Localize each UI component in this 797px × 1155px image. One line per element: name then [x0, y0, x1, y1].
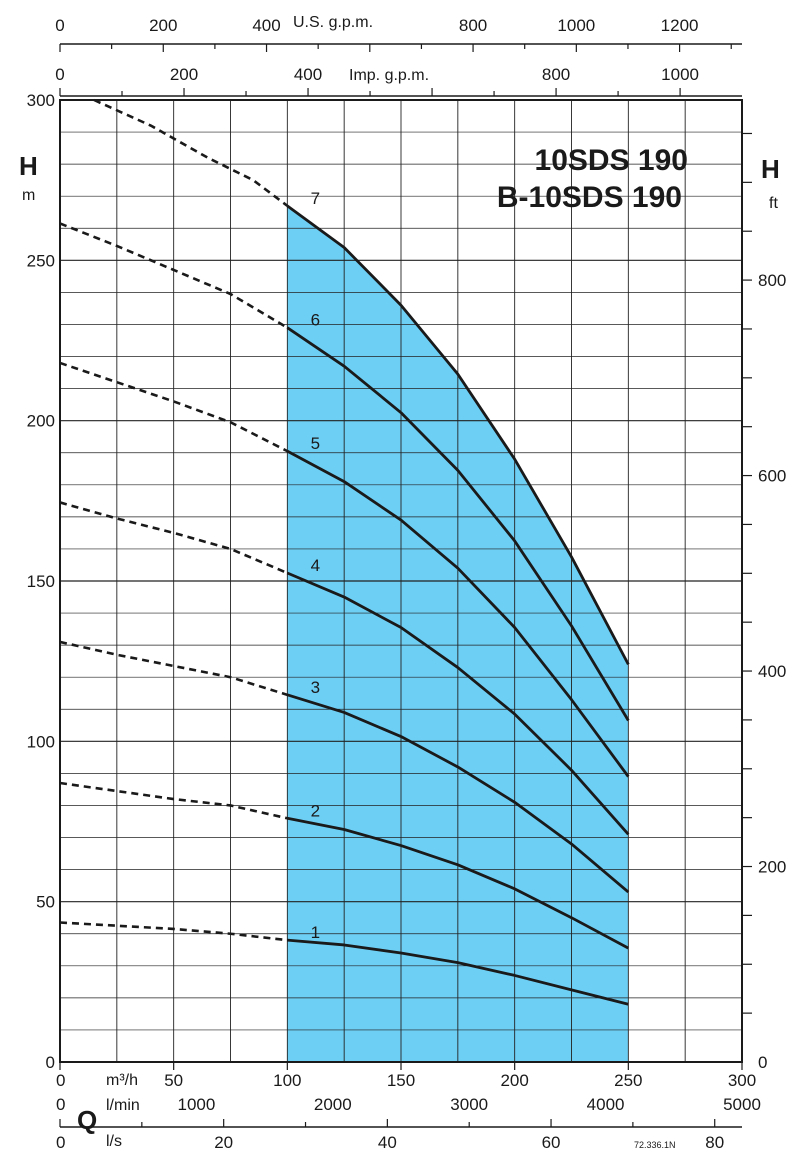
- x-tick-label-lmin: 1000: [177, 1095, 215, 1114]
- y2-tick-label: 600: [758, 467, 786, 486]
- x-tick-label-usgpm: 1000: [557, 16, 595, 35]
- y-tick-label: 100: [27, 732, 55, 751]
- curve-2-label: 2: [311, 801, 320, 820]
- curve-6: [286, 326, 630, 722]
- y-tick-label: 250: [27, 251, 55, 270]
- reference-code: 72.336.1N: [634, 1140, 676, 1150]
- y2-axis-label: H: [761, 154, 780, 184]
- x-tick-label-ls: 20: [214, 1133, 233, 1152]
- y-tick-label: 300: [27, 91, 55, 110]
- x-tick-label-lmin: 0: [56, 1095, 65, 1114]
- curve-3: [286, 693, 630, 894]
- y-tick-label: 200: [27, 412, 55, 431]
- x-tick-label-impgpm: 200: [170, 65, 198, 84]
- y2-axis-unit: ft: [769, 195, 778, 212]
- curve-4: [286, 571, 630, 836]
- x-axis-unit-ls: l/s: [106, 1133, 122, 1150]
- x-tick-label-lmin: 3000: [450, 1095, 488, 1114]
- x-tick-label-m3h: 50: [164, 1071, 183, 1090]
- curve-6-label: 6: [311, 311, 320, 330]
- x-tick-label-lmin: 2000: [314, 1095, 352, 1114]
- curve-2-extrapolated: [59, 781, 288, 820]
- x-tick-label-ls: 0: [56, 1133, 65, 1152]
- top-axis-unit-impgpm: Imp. g.p.m.: [349, 67, 429, 84]
- curve-5: [286, 449, 630, 778]
- x-axis-unit-lmin: l/min: [106, 1097, 140, 1114]
- y-axis-label: H: [19, 151, 38, 181]
- curve-7-extrapolated: [93, 98, 289, 207]
- x-tick-label-usgpm: 0: [55, 16, 64, 35]
- x-tick-label-m3h: 200: [500, 1071, 528, 1090]
- x-tick-label-ls: 80: [705, 1133, 724, 1152]
- x-tick-label-usgpm: 200: [149, 16, 177, 35]
- y2-tick-label: 400: [758, 662, 786, 681]
- grid-lines: [60, 100, 742, 1062]
- x-tick-label-ls: 60: [542, 1133, 561, 1152]
- y2-tick-label: 800: [758, 271, 786, 290]
- curve-5-label: 5: [311, 434, 320, 453]
- curve-3-extrapolated: [59, 640, 288, 697]
- curve-7-label: 7: [311, 189, 320, 208]
- curve-1: [287, 938, 629, 1006]
- x-tick-label-m3h: 100: [273, 1071, 301, 1090]
- x-tick-label-usgpm: 800: [459, 16, 487, 35]
- x-tick-label-ls: 40: [378, 1133, 397, 1152]
- x-axis-unit-m3h: m³/h: [106, 1072, 138, 1089]
- curve-4-label: 4: [311, 556, 320, 575]
- x-tick-label-m3h: 0: [56, 1071, 65, 1090]
- y2-tick-label: 200: [758, 858, 786, 877]
- curve-1-extrapolated: [59, 921, 288, 942]
- curve-7: [286, 204, 630, 666]
- y-axis-unit: m: [22, 187, 35, 204]
- curve-layer: 1 2 3 4 5 6 7: [59, 98, 630, 1006]
- x-axis-label: Q: [77, 1105, 97, 1135]
- x-tick-label-lmin: 4000: [587, 1095, 625, 1114]
- chart-subtitle: B-10SDS 190: [497, 181, 682, 214]
- x-tick-label-m3h: 250: [614, 1071, 642, 1090]
- curve-5-extrapolated: [59, 361, 288, 453]
- x-tick-label-impgpm: 1000: [661, 65, 699, 84]
- x-tick-label-m3h: 150: [387, 1071, 415, 1090]
- y2-tick-label: 0: [758, 1053, 767, 1072]
- y-tick-label: 50: [36, 893, 55, 912]
- x-tick-label-impgpm: 0: [55, 65, 64, 84]
- y-tick-label: 0: [46, 1053, 55, 1072]
- curve-2: [287, 816, 629, 950]
- x-tick-label-usgpm: 400: [252, 16, 280, 35]
- curve-1-label: 1: [311, 923, 320, 942]
- x-tick-label-lmin: 5000: [723, 1095, 761, 1114]
- y-tick-label: 150: [27, 572, 55, 591]
- x-tick-label-m3h: 300: [728, 1071, 756, 1090]
- labels: 10SDS 190 B-10SDS 190 H m H ft Q m³/h l/…: [19, 14, 780, 1150]
- top-axis-unit-usgpm: U.S. g.p.m.: [293, 14, 373, 31]
- curve-6-extrapolated: [59, 222, 288, 329]
- curve-3-label: 3: [311, 678, 320, 697]
- x-tick-label-impgpm: 400: [294, 65, 322, 84]
- curve-4-extrapolated: [59, 501, 288, 575]
- x-tick-label-usgpm: 1200: [661, 16, 699, 35]
- x-tick-label-impgpm: 800: [542, 65, 570, 84]
- chart-title: 10SDS 190: [535, 144, 688, 177]
